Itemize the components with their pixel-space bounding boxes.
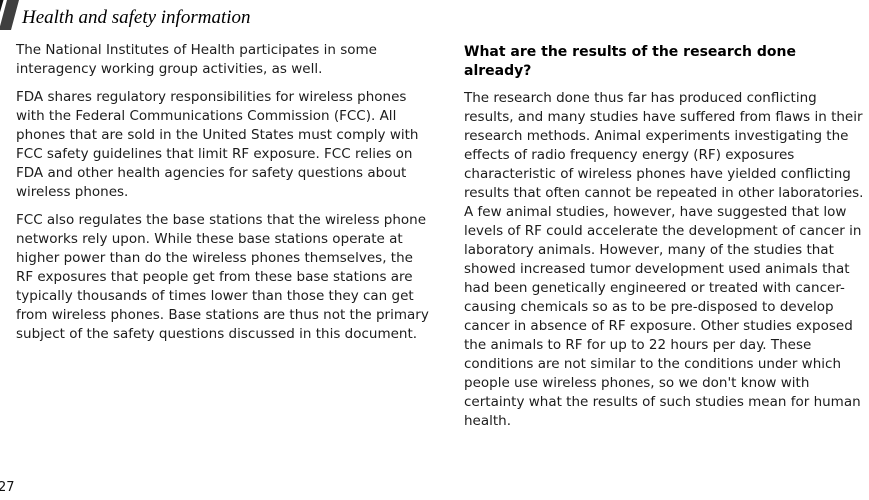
paragraph: FCC also regulates the base stations tha…: [16, 212, 429, 342]
paragraph: The National Institutes of Health partic…: [16, 42, 377, 77]
left-column: The National Institutes of Health partic…: [16, 41, 434, 440]
paragraph: The research done thus far has produced …: [464, 90, 864, 429]
slanted-bar-sliver: [0, 0, 4, 13]
content-columns: The National Institutes of Health partic…: [16, 41, 867, 440]
section-heading: What are the results of the research don…: [464, 44, 797, 79]
page-number: 27: [0, 480, 15, 495]
page-header: Health and safety information: [0, 0, 869, 36]
slanted-bar-main: [0, 0, 19, 30]
page-title: Health and safety information: [22, 7, 251, 28]
slanted-bar-icon: [0, 0, 19, 30]
right-column: What are the results of the research don…: [464, 41, 867, 440]
paragraph: FDA shares regulatory responsibilities f…: [16, 89, 419, 200]
